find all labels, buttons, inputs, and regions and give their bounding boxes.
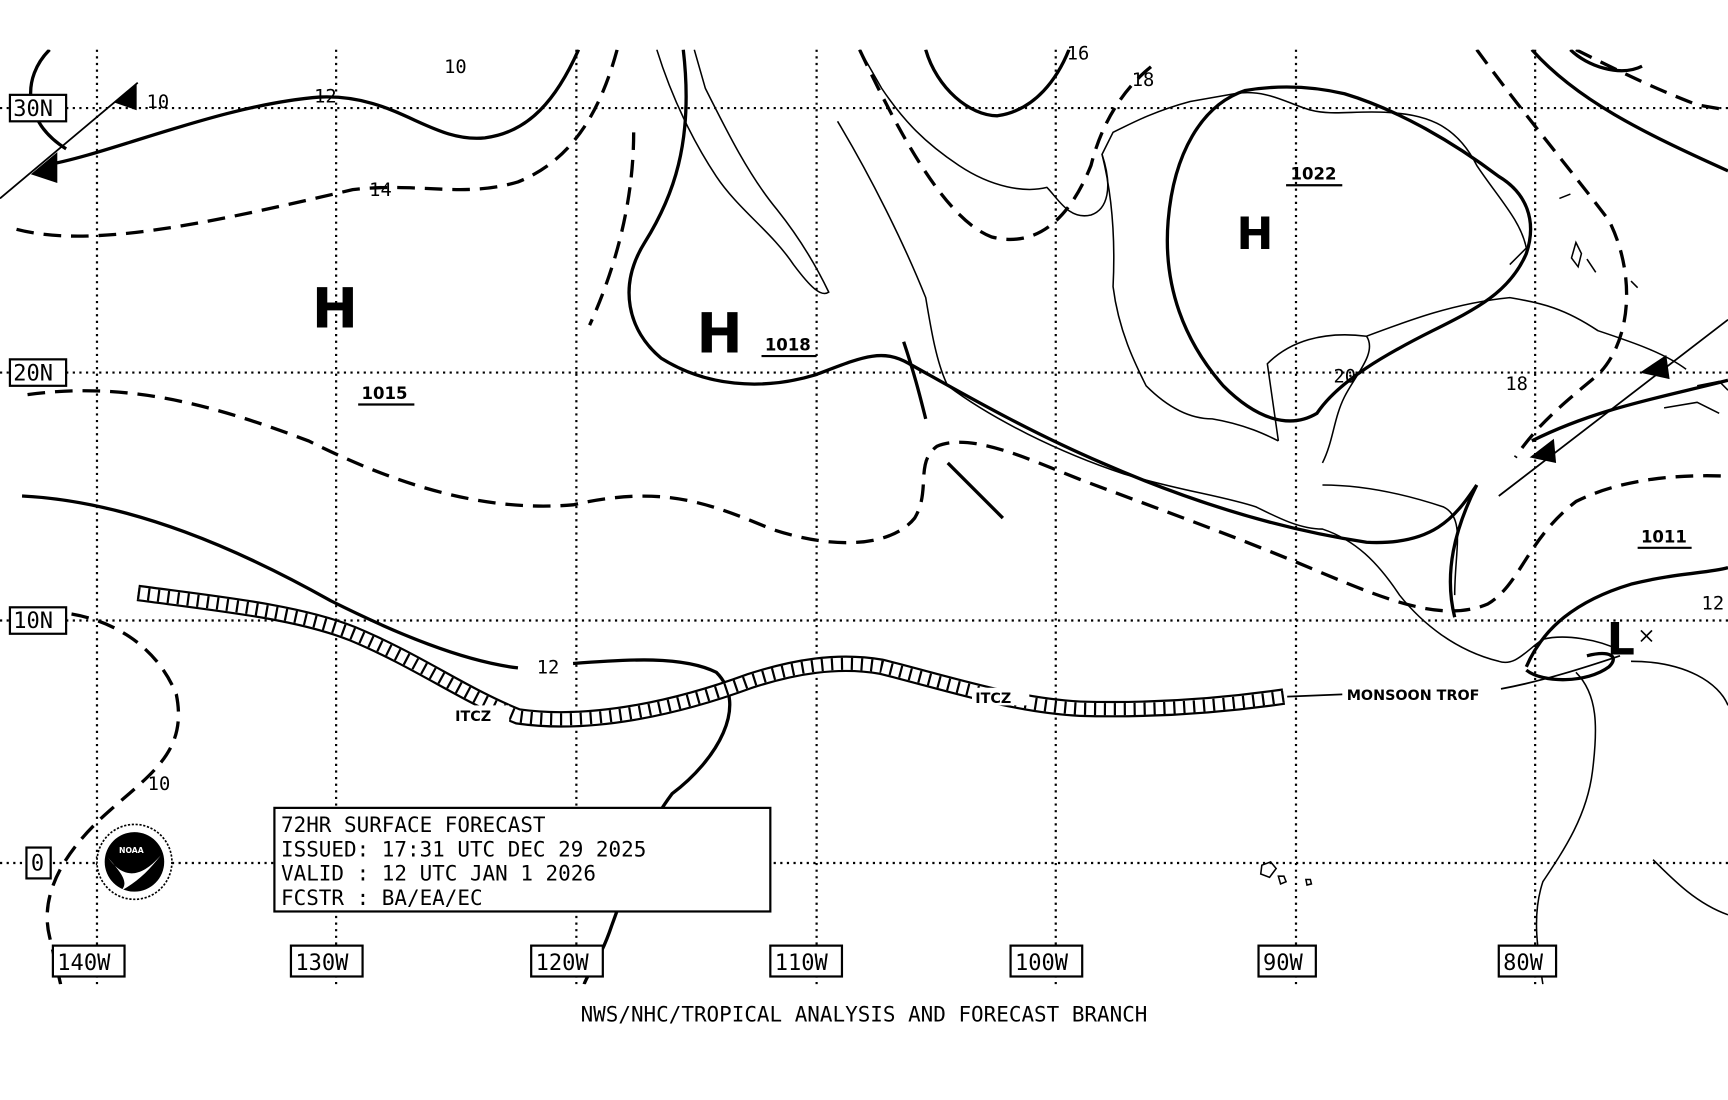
- itcz-axis: [136, 584, 1286, 728]
- noaa-logo-text: NOAA: [119, 846, 144, 855]
- cold-front-northwest: [0, 82, 139, 200]
- info-valid: VALID : 12 UTC JAN 1 2026: [281, 862, 596, 886]
- monsoon-trough: [1287, 654, 1621, 698]
- monsoon-trough-label: MONSOON TROF: [1347, 688, 1480, 704]
- longitude-label: 130W: [295, 951, 349, 976]
- isobar-label: 16: [1067, 44, 1090, 65]
- latitude-label: 30N: [13, 97, 53, 122]
- longitude-labels: 140W 130W 120W 110W 100W 90W 80W: [51, 944, 1558, 978]
- pressure-value: 1011: [1641, 527, 1687, 546]
- isobar-label: 10: [444, 57, 467, 78]
- itcz-label: ITCZ: [975, 691, 1011, 707]
- longitude-label: 100W: [1015, 951, 1069, 976]
- isobar-label: 14: [369, 180, 392, 201]
- info-product: 72HR SURFACE FORECAST: [281, 813, 546, 837]
- cold-front-caribbean: [1498, 318, 1728, 497]
- isobar-label: 12: [537, 657, 560, 678]
- low-center-x-icon: [1640, 629, 1653, 643]
- noaa-logo: NOAA: [96, 823, 173, 901]
- pressure-value: 1015: [361, 384, 407, 403]
- lat-lon-grid: [0, 49, 1728, 985]
- latitude-label: 20N: [13, 361, 53, 386]
- isobar-label: 10: [147, 92, 170, 113]
- isobar-label: 18: [1505, 374, 1528, 395]
- isobar-label: 12: [1702, 594, 1725, 615]
- isobar-labels: 10 10 12 14 16 18 18 20 12 10 12: [147, 44, 1725, 796]
- longitude-label: 140W: [57, 951, 111, 976]
- forecast-info-box: 72HR SURFACE FORECAST ISSUED: 17:31 UTC …: [273, 806, 772, 913]
- isobar-label: 20: [1333, 366, 1356, 387]
- high-pressure-center: H: [696, 302, 742, 366]
- high-pressure-center: H: [312, 276, 358, 340]
- footer-credit: NWS/NHC/TROPICAL ANALYSIS AND FORECAST B…: [581, 1003, 1148, 1027]
- coastlines: [656, 49, 1728, 985]
- isobar-label: 18: [1132, 70, 1155, 91]
- info-issued: ISSUED: 17:31 UTC DEC 29 2025: [281, 837, 646, 861]
- isobar-label: 12: [314, 87, 337, 108]
- latitude-labels: 30N 20N 10N 0: [8, 93, 68, 880]
- longitude-label: 110W: [775, 951, 829, 976]
- pressure-centers: H 1015 H 1018 H 1022 L 1011: [312, 165, 1692, 666]
- feature-labels: ITCZ ITCZ MONSOON TROF: [451, 687, 1480, 725]
- info-forecaster: FCSTR : BA/EA/EC: [281, 886, 483, 910]
- pressure-value: 1022: [1290, 165, 1336, 184]
- isobar-label: 10: [148, 774, 171, 795]
- low-pressure-center: L: [1607, 615, 1635, 666]
- pressure-value: 1018: [765, 336, 811, 355]
- latitude-label: 10N: [13, 609, 53, 634]
- longitude-label: 120W: [536, 951, 590, 976]
- latitude-label: 0: [31, 852, 44, 877]
- high-pressure-center: H: [1236, 209, 1273, 260]
- itcz-label: ITCZ: [455, 709, 491, 725]
- isobars: [16, 49, 1728, 985]
- longitude-label: 90W: [1263, 951, 1304, 976]
- longitude-label: 80W: [1503, 951, 1544, 976]
